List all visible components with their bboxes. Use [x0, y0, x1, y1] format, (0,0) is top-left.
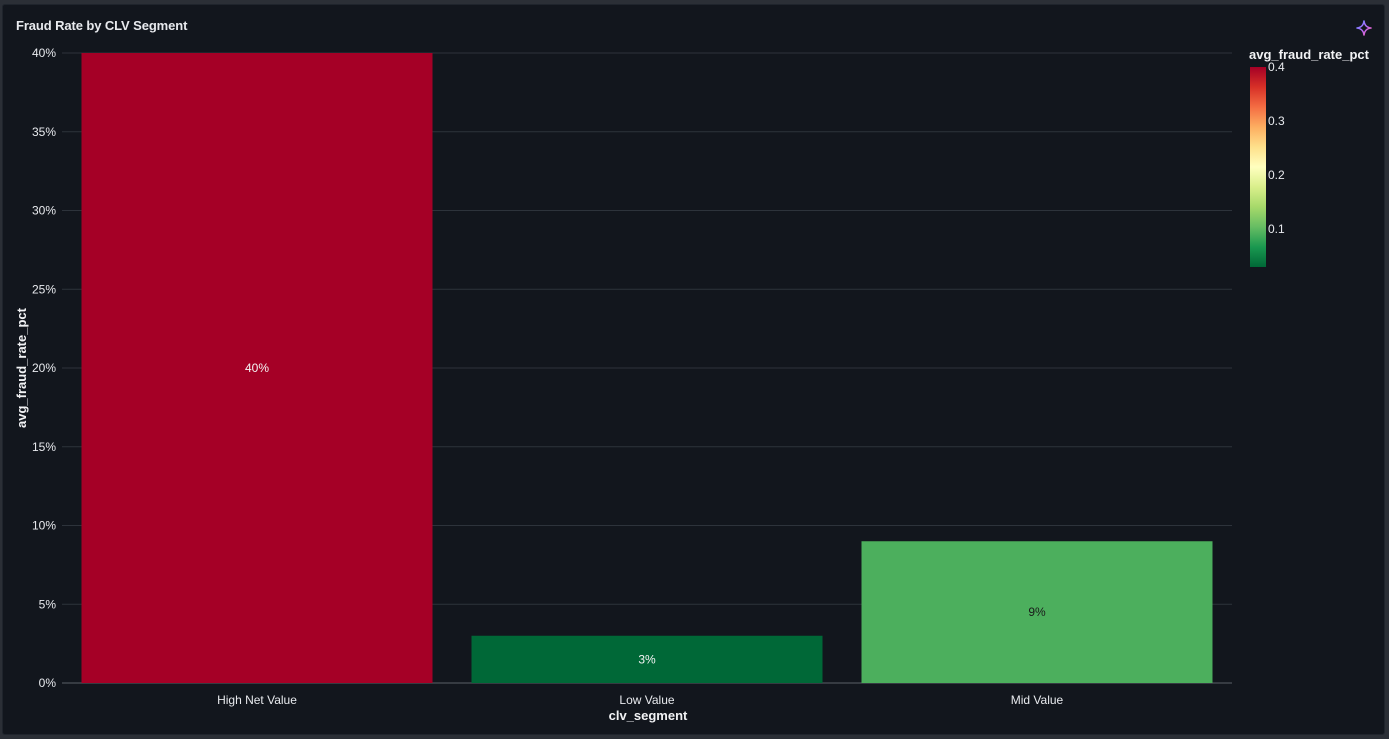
sparkle-icon[interactable] — [1355, 19, 1373, 37]
x-tick-label: High Net Value — [217, 693, 297, 707]
x-axis-title: clv_segment — [609, 708, 688, 723]
colorbar-tick-label: 0.1 — [1268, 222, 1285, 236]
colorbar-tick-label: 0.4 — [1268, 60, 1285, 74]
bars: 40% 3% 9% — [81, 53, 1213, 683]
y-axis-title: avg_fraud_rate_pct — [14, 307, 29, 428]
y-tick-label: 25% — [32, 282, 56, 296]
y-tick-label: 40% — [32, 46, 56, 60]
x-tick-label: Mid Value — [1011, 693, 1064, 707]
x-axis-ticks: High Net Value Low Value Mid Value — [217, 693, 1063, 707]
y-tick-label: 20% — [32, 361, 56, 375]
y-tick-label: 35% — [32, 125, 56, 139]
y-tick-label: 10% — [32, 519, 56, 533]
y-tick-label: 30% — [32, 204, 56, 218]
bar[interactable] — [471, 635, 823, 683]
bar-data-label: 3% — [638, 652, 656, 666]
y-tick-label: 15% — [32, 440, 56, 454]
x-tick-label: Low Value — [619, 693, 674, 707]
colorbar — [1250, 67, 1266, 267]
y-tick-label: 0% — [39, 676, 57, 690]
y-tick-label: 5% — [39, 597, 57, 611]
panel-title: Fraud Rate by CLV Segment — [16, 18, 188, 33]
bar[interactable] — [861, 541, 1213, 683]
legend-title: avg_fraud_rate_pct — [1249, 47, 1370, 62]
colorbar-tick-label: 0.3 — [1268, 114, 1285, 128]
bar[interactable] — [81, 53, 433, 683]
y-axis-ticks: 0% 5% 10% 15% 20% 25% 30% 35% 40% — [32, 46, 56, 690]
colorbar-legend: avg_fraud_rate_pct 0.1 0.2 0.3 0.4 — [1249, 47, 1370, 267]
bar-data-label: 9% — [1028, 605, 1046, 619]
colorbar-tick-label: 0.2 — [1268, 168, 1285, 182]
bar-data-label: 40% — [245, 361, 269, 375]
